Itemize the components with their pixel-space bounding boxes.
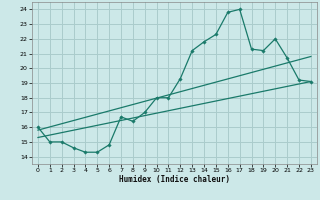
X-axis label: Humidex (Indice chaleur): Humidex (Indice chaleur)	[119, 175, 230, 184]
